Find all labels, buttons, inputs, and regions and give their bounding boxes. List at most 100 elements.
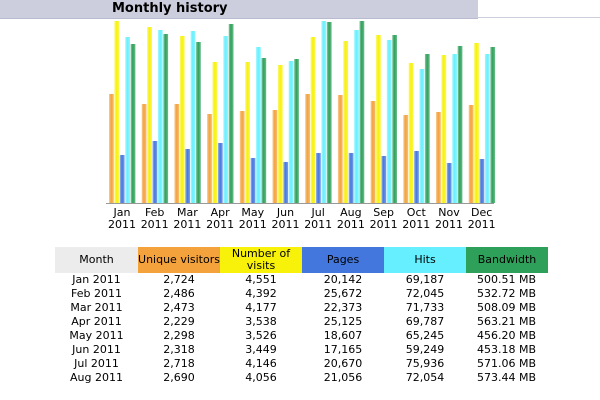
cell-visits: 4,392 [245, 287, 277, 300]
bar-bandwidth-nov [457, 46, 463, 203]
cell-visits: 4,177 [245, 301, 277, 314]
cell-visits: 3,449 [245, 343, 277, 356]
cell-unique-visitors: 2,690 [163, 371, 195, 384]
bar-pages-aug [348, 153, 354, 203]
cell-hits: 69,187 [405, 273, 445, 286]
col-header-hits: Hits [384, 247, 466, 273]
chart-month-label: Jun 2011 [266, 207, 306, 231]
cell-pages: 21,056 [323, 371, 363, 384]
cell-hits: 75,936 [405, 357, 445, 370]
bar-unique_visitors-dec [468, 105, 474, 203]
cell-unique-visitors: 2,298 [163, 329, 195, 342]
bar-pages-apr [217, 143, 223, 203]
chart-month-label: Apr 2011 [200, 207, 240, 231]
bar-pages-feb [152, 141, 158, 203]
bar-hits-jun [288, 61, 294, 203]
bar-hits-sep [386, 40, 392, 203]
section-header: Monthly history [0, 0, 478, 19]
chart-month-year: 2011 [369, 218, 398, 231]
cell-bandwidth: 508.09 MB [476, 301, 536, 314]
cell-visits: 4,146 [245, 357, 277, 370]
bar-unique_visitors-oct [403, 115, 409, 203]
bar-unique_visitors-jan [109, 94, 114, 203]
cell-visits: 3,526 [245, 329, 277, 342]
chart-month-year: 2011 [336, 218, 365, 231]
bar-hits-may [256, 47, 261, 203]
cell-month: May 2011 [69, 329, 124, 342]
bar-pages-dec [479, 159, 485, 203]
section-title: Monthly history [112, 1, 228, 16]
cell-hits: 71,733 [405, 301, 445, 314]
chart-month-label: Feb 2011 [135, 207, 175, 231]
bar-visits-jan [114, 21, 120, 203]
bar-visits-sep [376, 35, 381, 203]
bar-bandwidth-may [261, 58, 267, 203]
cell-hits: 69,787 [405, 315, 445, 328]
cell-bandwidth: 456.20 MB [476, 329, 536, 342]
cell-visits: 3,538 [245, 315, 277, 328]
bar-visits-jul [310, 37, 316, 203]
cell-visits: 4,056 [245, 371, 277, 384]
col-header-unique-visitors: Unique visitors [138, 247, 220, 273]
bar-pages-oct [414, 151, 419, 203]
cell-pages: 25,125 [323, 315, 363, 328]
chart-month-label: Oct 2011 [396, 207, 436, 231]
chart-month-name: Oct [406, 206, 426, 219]
chart-month-label: Nov 2011 [429, 207, 469, 231]
table-body: Jan 2011 2,724 4,551 20,142 69,187 500.51 MB F… [55, 273, 548, 385]
chart-month-name: Nov [438, 206, 460, 219]
table-row: May 2011 2,298 3,526 18,607 65,245 456.20 MB [55, 329, 548, 343]
col-header-month: Month [55, 247, 138, 273]
col-header-visits: Number of visits [220, 247, 302, 273]
bar-unique_visitors-sep [370, 101, 376, 203]
bar-unique_visitors-jun [272, 110, 278, 203]
bar-bandwidth-sep [392, 35, 397, 203]
bar-unique_visitors-jul [305, 94, 310, 203]
table-row: Mar 2011 2,473 4,177 22,373 71,733 508.09 MB [55, 301, 548, 315]
chart-month-label: Sep 2011 [364, 207, 404, 231]
bar-unique_visitors-nov [436, 112, 441, 203]
cell-month: Apr 2011 [71, 315, 122, 328]
bar-visits-mar [179, 36, 185, 203]
bar-visits-jun [277, 65, 283, 203]
cell-visits: 4,551 [245, 273, 277, 286]
bar-hits-jul [321, 21, 327, 203]
chart-month-name: Jan [113, 206, 131, 219]
cell-unique-visitors: 2,486 [163, 287, 195, 300]
cell-hits: 72,054 [405, 371, 445, 384]
cell-pages: 20,142 [323, 273, 363, 286]
cell-month: Feb 2011 [71, 287, 122, 300]
bar-hits-mar [190, 31, 196, 203]
chart-month-name: Apr [210, 206, 230, 219]
cell-unique-visitors: 2,724 [163, 273, 195, 286]
chart-month-year: 2011 [467, 218, 496, 231]
chart-month-year: 2011 [206, 218, 235, 231]
cell-bandwidth: 563.21 MB [476, 315, 536, 328]
bar-bandwidth-feb [163, 34, 169, 203]
cell-bandwidth: 573.44 MB [476, 371, 536, 384]
cell-unique-visitors: 2,229 [163, 315, 195, 328]
bar-visits-nov [441, 55, 447, 203]
cell-month: Jun 2011 [72, 343, 121, 356]
chart-month-name: Mar [177, 206, 198, 219]
chart-month-year: 2011 [173, 218, 202, 231]
bar-pages-jan [119, 155, 125, 203]
cell-pages: 22,373 [323, 301, 363, 314]
bar-pages-nov [446, 163, 452, 203]
bar-hits-dec [484, 54, 490, 203]
bar-bandwidth-aug [359, 21, 365, 203]
cell-month: Jan 2011 [72, 273, 121, 286]
bar-visits-feb [147, 27, 152, 203]
bar-unique_visitors-mar [174, 104, 180, 203]
cell-month: Jul 2011 [74, 357, 119, 370]
bar-bandwidth-apr [228, 24, 234, 203]
bar-hits-jan [125, 37, 130, 203]
table-row: Jun 2011 2,318 3,449 17,165 59,249 453.18 MB [55, 343, 548, 357]
cell-bandwidth: 571.06 MB [476, 357, 536, 370]
chart-month-year: 2011 [304, 218, 333, 231]
table-row: Apr 2011 2,229 3,538 25,125 69,787 563.21 MB [55, 315, 548, 329]
chart-month-year: 2011 [271, 218, 300, 231]
cell-pages: 20,670 [323, 357, 363, 370]
cell-bandwidth: 532.72 MB [476, 287, 536, 300]
bar-pages-jun [283, 162, 289, 203]
